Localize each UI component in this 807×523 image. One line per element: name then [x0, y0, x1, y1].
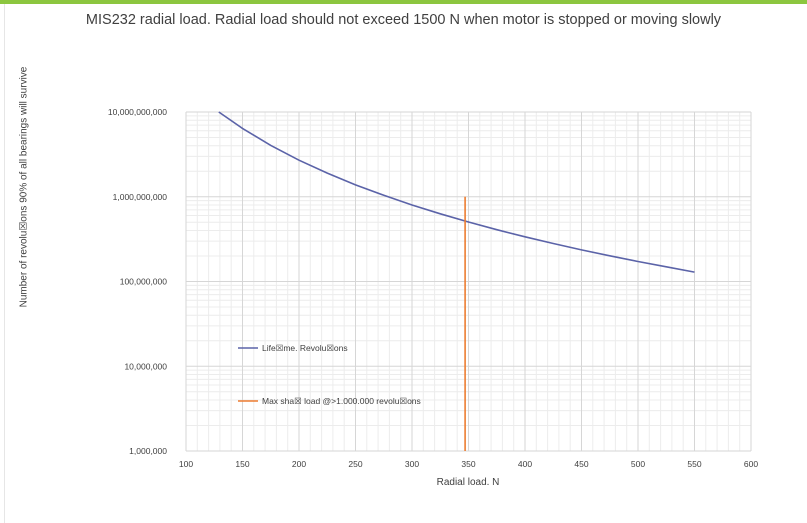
y-tick-label: 1,000,000,000 — [113, 192, 168, 202]
x-tick-label: 250 — [348, 459, 362, 469]
series-layer — [218, 111, 695, 451]
x-tick-label: 350 — [461, 459, 475, 469]
left-border — [4, 4, 5, 523]
x-tick-label: 550 — [687, 459, 701, 469]
x-tick-label: 300 — [405, 459, 419, 469]
major-gridlines — [185, 111, 752, 452]
x-tick-label: 100 — [179, 459, 193, 469]
legend: Life☒me. Revolu☒ons Max sha☒ load @>1.000… — [238, 343, 421, 406]
x-tick-label: 200 — [292, 459, 306, 469]
legend-label-2: Max sha☒ load @>1.000.000 revolu☒ons — [262, 396, 421, 406]
y-tick-label: 1,000,000 — [129, 446, 167, 456]
y-tick-label: 10,000,000 — [124, 361, 167, 371]
x-tick-label: 600 — [744, 459, 758, 469]
series-line-1 — [218, 111, 695, 273]
x-tick-label: 150 — [235, 459, 249, 469]
top-accent-bar — [0, 0, 807, 4]
x-tick-label: 450 — [574, 459, 588, 469]
x-tick-label: 500 — [631, 459, 645, 469]
chart-title: MIS232 radial load. Radial load should n… — [85, 12, 722, 28]
y-tick-label: 10,000,000,000 — [108, 107, 167, 117]
x-tick-labels: 100 150 200 250 300 350 400 450 500 550 600 — [179, 459, 758, 469]
x-axis-label: Radial load. N — [436, 477, 500, 488]
legend-label-1: Life☒me. Revolu☒ons — [262, 343, 348, 353]
y-tick-label: 100,000,000 — [120, 277, 168, 287]
x-tick-label: 400 — [518, 459, 532, 469]
y-tick-labels: 1,000,000 10,000,000 100,000,000 1,000,000,… — [108, 107, 167, 456]
